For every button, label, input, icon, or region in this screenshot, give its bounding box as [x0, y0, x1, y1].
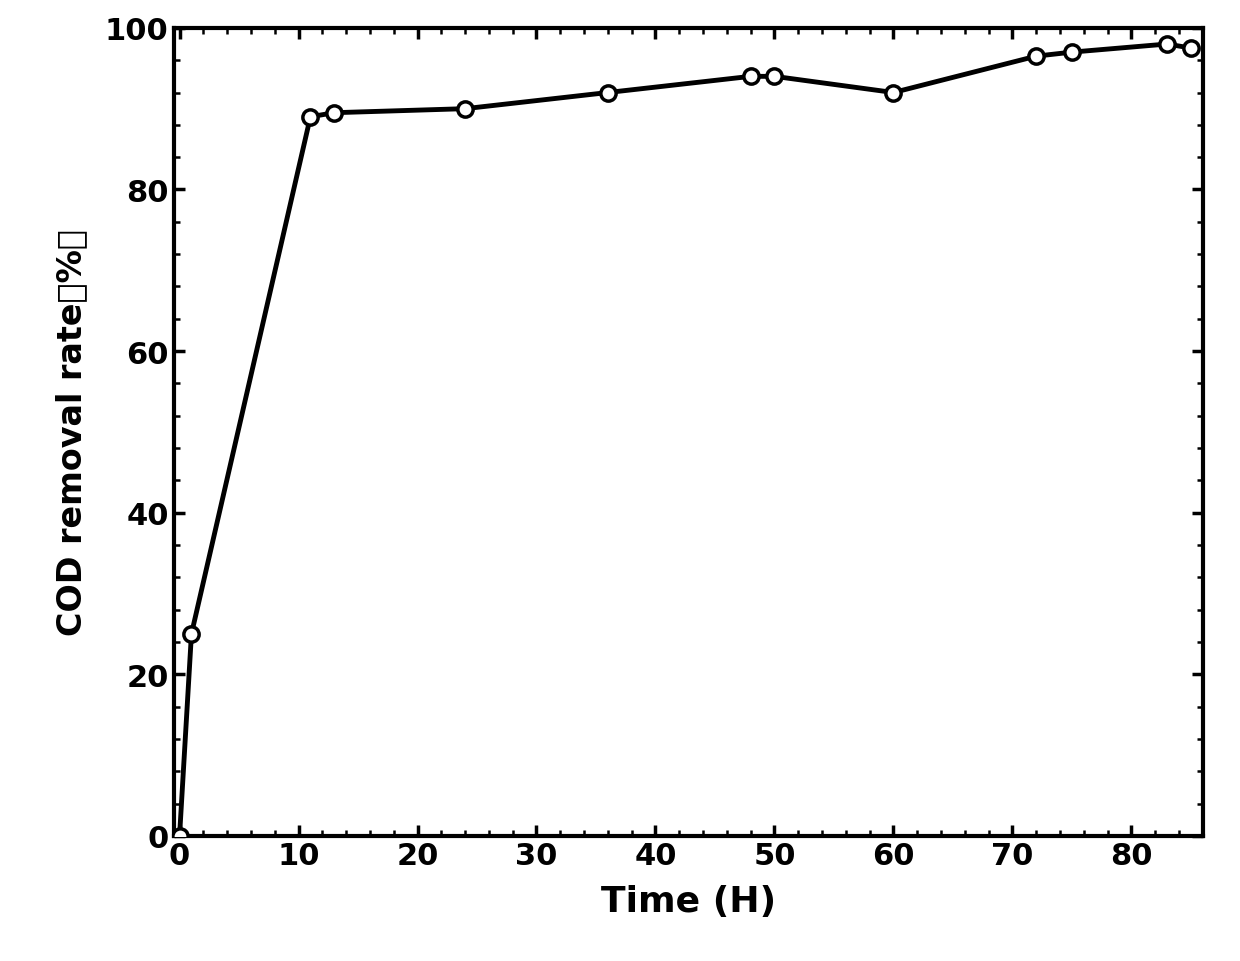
Y-axis label: COD removal rate（%）: COD removal rate（%） — [56, 230, 88, 635]
X-axis label: Time (H): Time (H) — [600, 884, 776, 918]
